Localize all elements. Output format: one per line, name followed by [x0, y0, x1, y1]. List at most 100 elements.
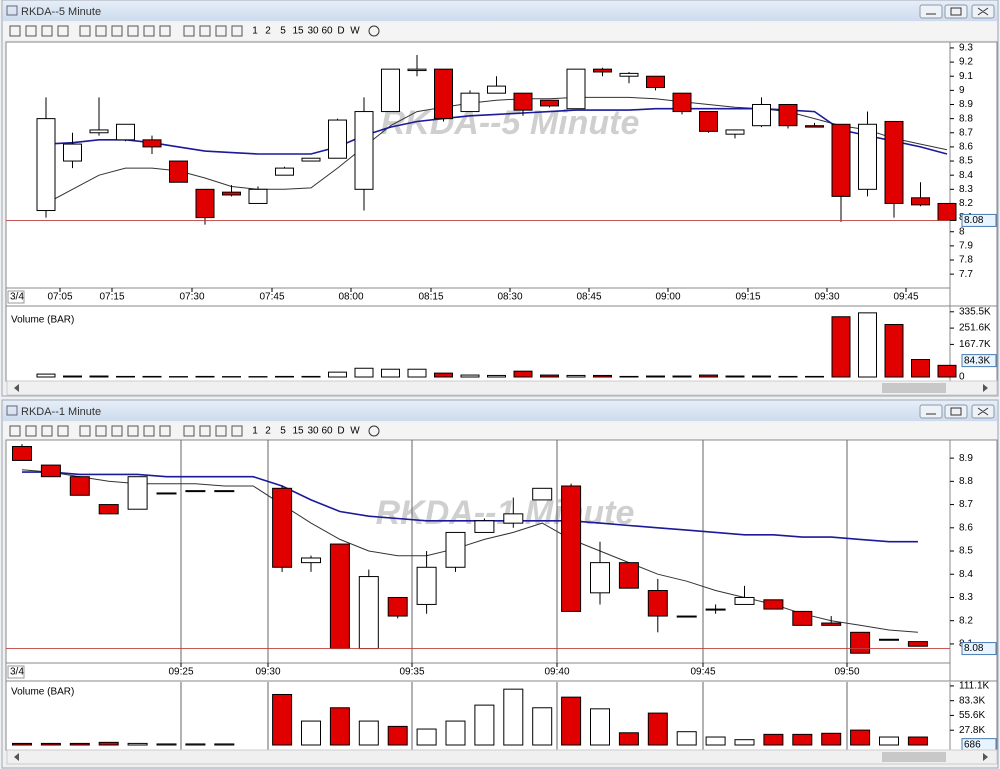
candle-body: [821, 622, 842, 626]
toolbar-interval[interactable]: 5: [280, 26, 286, 37]
toolbar-icon[interactable]: [143, 425, 155, 437]
volume-bar: [195, 375, 215, 378]
toolbar: [3, 22, 997, 40]
toolbar-icon[interactable]: [183, 25, 195, 37]
toolbar-icon[interactable]: [199, 425, 211, 437]
toolbar-interval[interactable]: 1: [252, 426, 258, 437]
candle-body: [36, 118, 56, 212]
x-tick-label: 09:30: [255, 667, 280, 678]
toolbar-interval[interactable]: 30: [307, 26, 319, 37]
toolbar-interval[interactable]: 2: [265, 26, 271, 37]
toolbar-interval[interactable]: 60: [321, 26, 333, 37]
minimize-button[interactable]: [919, 404, 943, 419]
toolbar-icon[interactable]: [25, 25, 37, 37]
candle-body: [566, 68, 586, 110]
y-tick-label: 7.7: [959, 269, 973, 280]
toolbar-interval[interactable]: 30: [307, 426, 319, 437]
volume-bar: [416, 728, 437, 746]
toolbar-interval[interactable]: 60: [321, 426, 333, 437]
toolbar-interval[interactable]: 1: [252, 26, 258, 37]
toolbar-interval[interactable]: W: [350, 26, 360, 37]
candle-body: [805, 125, 824, 128]
toolbar-interval[interactable]: 5: [280, 426, 286, 437]
volume-bar: [646, 375, 665, 378]
date-box: [7, 290, 25, 304]
toolbar-interval[interactable]: D: [337, 426, 344, 437]
toolbar-icon[interactable]: [199, 25, 211, 37]
toolbar-icon[interactable]: [231, 25, 243, 37]
toolbar-icon[interactable]: [159, 25, 171, 37]
toolbar-icon[interactable]: [127, 425, 139, 437]
toolbar-icon[interactable]: [215, 25, 227, 37]
x-tick-label: 09:25: [168, 667, 193, 678]
toolbar-icon[interactable]: [79, 425, 91, 437]
toolbar-icon[interactable]: [9, 25, 21, 37]
volume-bar: [676, 731, 697, 746]
toolbar-icon[interactable]: [143, 25, 155, 37]
candle-body: [214, 490, 235, 493]
maximize-button[interactable]: [944, 4, 968, 19]
volume-bar: [647, 712, 668, 746]
volume-bar: [301, 375, 321, 378]
toolbar-icon[interactable]: [95, 425, 107, 437]
x-tick-label: 09:45: [893, 292, 918, 303]
toolbar-icon[interactable]: [111, 425, 123, 437]
toolbar-icon[interactable]: [41, 425, 53, 437]
x-tick-label: 08:15: [418, 292, 443, 303]
y-tick-label: 7.9: [959, 241, 973, 252]
toolbar-icon[interactable]: [127, 25, 139, 37]
toolbar-interval[interactable]: 15: [292, 26, 304, 37]
toolbar-icon[interactable]: [183, 425, 195, 437]
y-tick-label: 8.2: [959, 198, 973, 209]
scrollbar[interactable]: [6, 749, 998, 765]
scrollbar[interactable]: [6, 380, 998, 396]
toolbar-interval[interactable]: D: [337, 26, 344, 37]
volume-bar: [445, 720, 466, 746]
last-volume-label: 686: [964, 739, 981, 750]
y-tick-label: 8.7: [959, 499, 973, 510]
toolbar-icon[interactable]: [57, 425, 69, 437]
toolbar-icon[interactable]: [215, 425, 227, 437]
toolbar-interval[interactable]: 15: [292, 426, 304, 437]
volume-tick-label: 335.5K: [959, 306, 991, 317]
last-price-box: [961, 213, 997, 227]
toolbar-interval[interactable]: 2: [265, 426, 271, 437]
y-tick-label: 8.3: [959, 184, 973, 195]
moving-average: [22, 471, 918, 543]
volume-bar: [699, 374, 718, 378]
scroll-thumb[interactable]: [882, 383, 946, 393]
minimize-button[interactable]: [919, 4, 943, 19]
toolbar-icon[interactable]: [57, 25, 69, 37]
y-tick-label: 8.5: [959, 546, 973, 557]
toolbar-icon[interactable]: [9, 425, 21, 437]
scroll-thumb[interactable]: [882, 752, 946, 762]
toolbar-close[interactable]: [368, 425, 380, 437]
toolbar-icon[interactable]: [25, 425, 37, 437]
toolbar-interval[interactable]: W: [350, 426, 360, 437]
candle-body: [676, 615, 697, 618]
volume-bar: [850, 729, 871, 746]
candle-body: [831, 123, 851, 197]
candle-body: [561, 485, 582, 612]
toolbar-icon[interactable]: [111, 25, 123, 37]
candle-body: [778, 103, 798, 127]
maximize-button[interactable]: [944, 404, 968, 419]
candle-body: [195, 188, 215, 219]
toolbar-icon[interactable]: [79, 25, 91, 37]
toolbar-icon[interactable]: [95, 25, 107, 37]
candle-body: [98, 504, 119, 515]
toolbar-icon[interactable]: [231, 425, 243, 437]
candle-body: [387, 596, 408, 617]
toolbar-close[interactable]: [368, 25, 380, 37]
date-label: 3/4: [10, 292, 24, 303]
y-tick-label: 8.3: [959, 592, 973, 603]
toolbar-icon[interactable]: [159, 425, 171, 437]
toolbar-icon[interactable]: [41, 25, 53, 37]
y-tick-label: 9.3: [959, 43, 973, 54]
candle-body: [725, 129, 745, 135]
y-tick-label: 8.5: [959, 156, 973, 167]
volume-bar: [275, 375, 294, 378]
candle-body: [532, 487, 553, 501]
y-tick-label: 8.6: [959, 142, 973, 153]
